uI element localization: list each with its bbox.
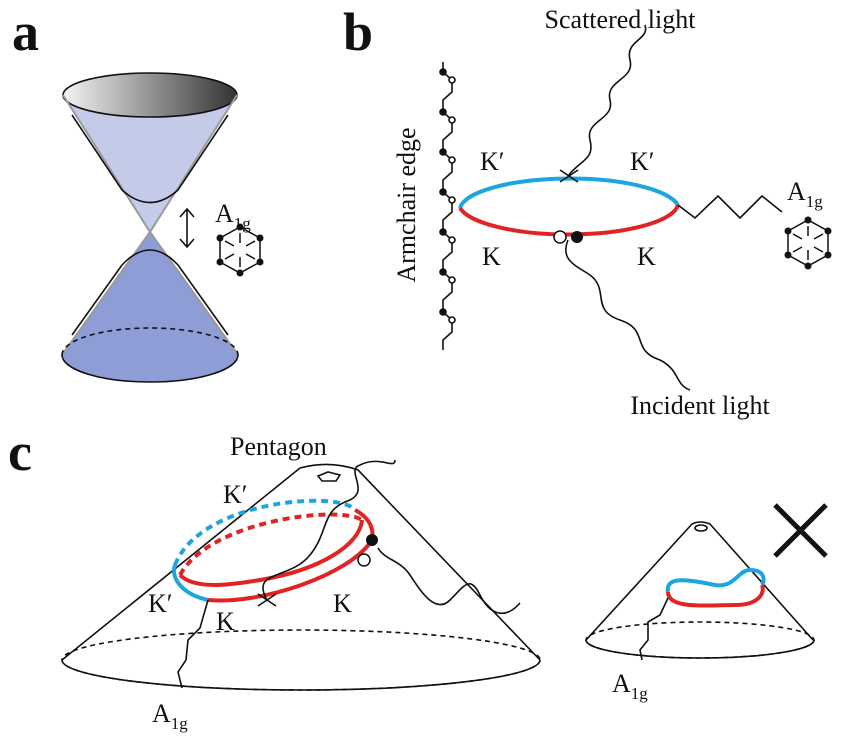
double-arrow [180,209,194,247]
valley-path [668,570,764,592]
figure: a A1g b Armchair edge Scattered light In… [0,0,849,740]
incident-wave [378,548,520,613]
pentagon-label: Pentagon [230,432,327,461]
valley-path [460,179,678,208]
valley-label: K′ [223,480,247,509]
nanocone [62,464,540,690]
valley-label: K′ [630,147,654,176]
valley-label: K [637,242,656,271]
phonon-line [640,598,668,660]
valley-path [460,205,678,234]
phonon-label: A1g [152,699,188,733]
panel-label: b [343,2,373,62]
valley-label: K [216,607,235,636]
valley-path [175,501,355,565]
small-cone [586,522,814,658]
phonon-label: A1g [787,177,823,211]
electron [571,231,583,243]
incident-label: Incident light [630,391,770,420]
hole [358,554,370,566]
valley-path [208,510,373,601]
phonon-line [178,600,208,688]
electron [366,534,378,546]
valley-label: K′ [148,589,172,618]
edge-label: Armchair edge [392,127,421,282]
valley-path [668,585,763,606]
scattered-label: Scattered light [545,5,697,34]
phonon-label: A1g [612,669,648,703]
valley-label: K [333,589,352,618]
panel-label: c [8,422,32,482]
phonon-label: A1g [215,199,251,233]
phonon-line [678,196,782,218]
incident-wave [566,240,690,390]
valley-path [180,515,362,575]
panel-label: a [12,2,39,62]
forbidden-mark [775,505,826,556]
phonon-icon [785,217,832,270]
hole [554,231,566,243]
valley-label: K′ [480,147,504,176]
armchair-chain [440,62,455,350]
valley-label: K [482,242,501,271]
dirac-cone [62,73,238,382]
